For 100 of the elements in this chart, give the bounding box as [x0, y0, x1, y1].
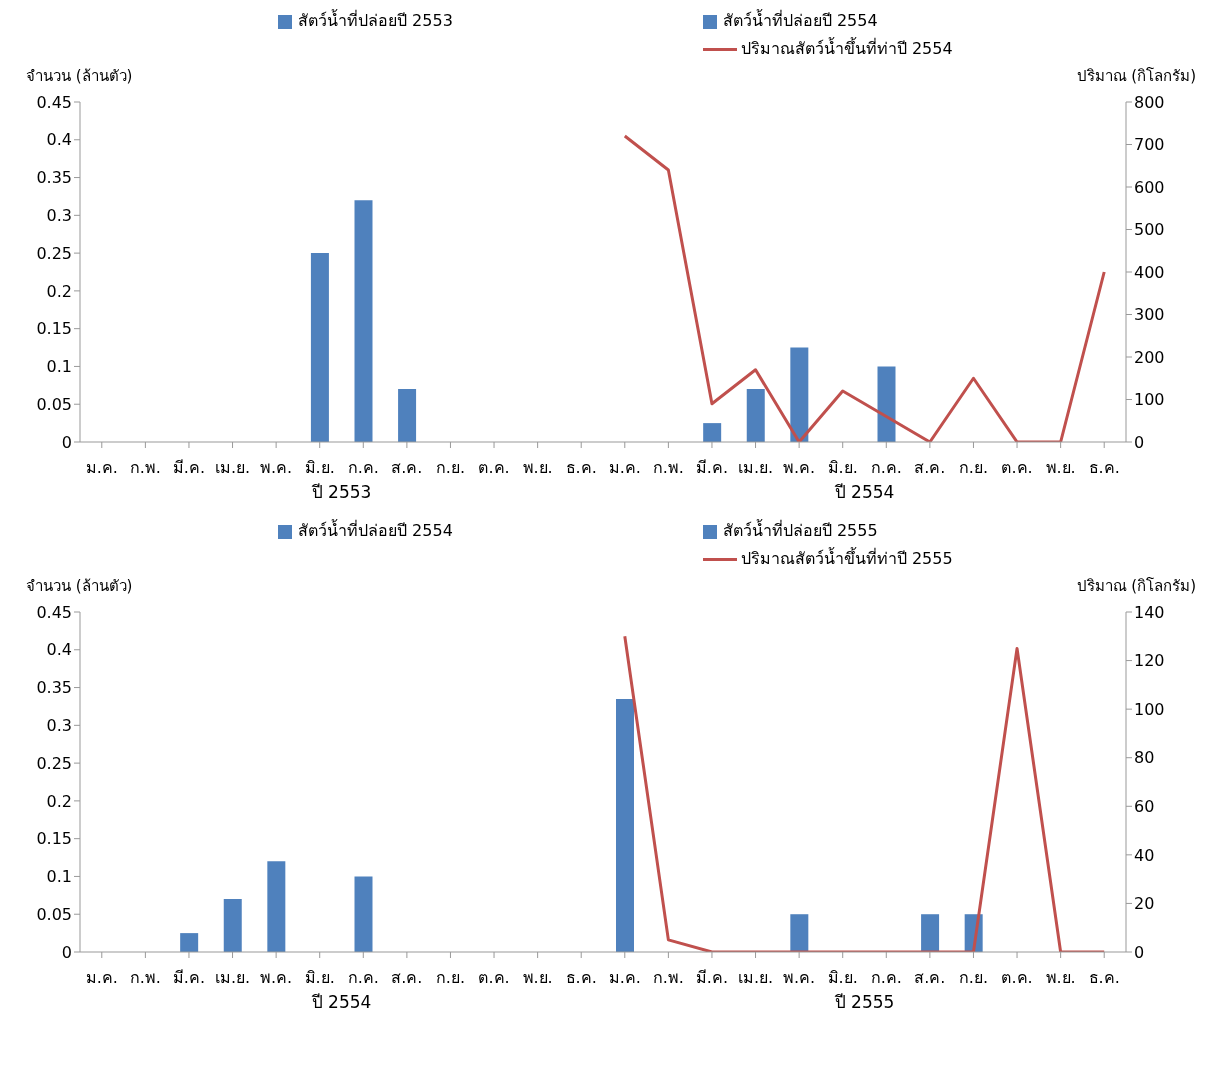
bar: [398, 389, 417, 442]
x-tick-label: พ.ค.: [260, 458, 293, 478]
x-tick-label: ส.ค.: [914, 458, 946, 478]
y-tick-label: 0.35: [36, 678, 72, 698]
x-tick-label: มิ.ย.: [827, 968, 858, 988]
y-tick-label: 0.4: [46, 130, 72, 150]
y2-tick-label: 80: [1134, 748, 1155, 768]
y2-tick-label: 40: [1134, 845, 1155, 865]
y-tick-label: 0.4: [46, 640, 72, 660]
legend-label: สัตว์น้ำที่ปล่อยปี 2555: [722, 521, 878, 540]
x-tick-label: เม.ย.: [214, 968, 251, 988]
y2-tick-label: 100: [1134, 699, 1165, 719]
y-axis-title: จำนวน (ล้านตัว): [26, 66, 133, 87]
x-tick-label: ส.ค.: [914, 968, 946, 988]
x-tick-label: ม.ค.: [608, 458, 641, 478]
x-tick-label: พ.ค.: [783, 458, 816, 478]
line-series: [623, 134, 1106, 442]
y2-tick-label: 700: [1134, 135, 1165, 155]
y-tick-label: 0.25: [36, 753, 72, 773]
y2-tick-label: 200: [1134, 347, 1165, 367]
y-axis-title: จำนวน (ล้านตัว): [26, 576, 133, 597]
bar: [180, 933, 199, 952]
bar: [354, 200, 373, 442]
y2-tick-label: 400: [1134, 262, 1165, 282]
x-tick-label: ส.ค.: [391, 968, 423, 988]
bar: [921, 914, 940, 952]
x-tick-label: ม.ค.: [608, 968, 641, 988]
bar: [616, 698, 634, 952]
x-tick-label: ต.ค.: [1001, 458, 1033, 478]
y2-axis-title: ปริมาณ (กิโลกรัม): [1076, 66, 1196, 87]
y2-tick-label: 300: [1134, 305, 1165, 325]
text: ปี 2555: [833, 991, 896, 1014]
y2-tick-label: 600: [1134, 177, 1165, 197]
x-tick-label: มี.ค.: [172, 458, 206, 478]
x-tick-label: ก.ย.: [958, 968, 989, 988]
x-tick-label: พ.ย.: [1045, 458, 1076, 478]
bar: [790, 914, 809, 952]
y-tick-label: 0.2: [46, 791, 72, 811]
x-tick-label: มิ.ย.: [304, 968, 335, 988]
x-tick-label: มิ.ย.: [827, 458, 858, 478]
y-tick-label: 0.1: [46, 357, 72, 377]
y-tick-label: 0.45: [36, 602, 72, 622]
y2-tick-label: 140: [1134, 602, 1165, 622]
x-tick-label: ก.พ.: [652, 458, 684, 478]
legend-label: สัตว์น้ำที่ปล่อยปี 2554: [298, 521, 453, 540]
x-tick-label: ก.พ.: [129, 458, 161, 478]
y-tick-label: 0.25: [36, 243, 72, 263]
legend-label: สัตว์น้ำที่ปล่อยปี 2553: [298, 11, 453, 30]
x-tick-label: เม.ย.: [214, 458, 251, 478]
y-tick-label: 0.45: [36, 92, 72, 112]
x-tick-label: ธ.ค.: [1088, 458, 1120, 478]
x-tick-label: ต.ค.: [478, 458, 510, 478]
x-tick-label: ก.พ.: [652, 968, 684, 988]
bar: [354, 876, 373, 952]
y2-tick-label: 500: [1134, 220, 1165, 240]
y-tick-label: 0.3: [46, 206, 72, 226]
y2-tick-label: 100: [1134, 390, 1165, 410]
x-tick-label: พ.ค.: [783, 968, 816, 988]
x-tick-label: ก.ค.: [347, 968, 379, 988]
x-tick-label: มี.ค.: [695, 458, 729, 478]
y-tick-label: 0: [61, 942, 72, 962]
y-tick-label: 0.05: [36, 394, 72, 414]
x-tick-label: มี.ค.: [695, 968, 729, 988]
bar: [790, 347, 809, 442]
y-tick-label: 0.15: [36, 319, 72, 339]
y2-tick-label: 0: [1134, 942, 1145, 962]
x-tick-label: ก.ย.: [958, 458, 989, 478]
y2-tick-label: 120: [1134, 651, 1165, 671]
y-tick-label: 0.05: [36, 904, 72, 924]
bar: [877, 366, 896, 442]
x-tick-label: ก.ค.: [870, 968, 902, 988]
bar: [310, 253, 329, 442]
x-tick-label: มี.ค.: [172, 968, 206, 988]
y-tick-label: 0.15: [36, 829, 72, 849]
y2-tick-label: 60: [1134, 796, 1155, 816]
x-tick-label: ธ.ค.: [1088, 968, 1120, 988]
text: ปี 2554: [833, 481, 896, 504]
x-tick-label: ก.ค.: [870, 458, 902, 478]
x-tick-label: ต.ค.: [478, 968, 510, 988]
y-tick-label: 0: [61, 432, 72, 452]
bar: [746, 389, 765, 442]
x-tick-label: ม.ค.: [85, 458, 118, 478]
x-tick-label: พ.ย.: [1045, 968, 1076, 988]
bar: [267, 861, 286, 952]
text: ปี 2554: [310, 991, 373, 1014]
x-tick-label: เม.ย.: [737, 458, 774, 478]
text: ปี 2553: [310, 481, 373, 504]
x-tick-label: ธ.ค.: [565, 968, 597, 988]
x-tick-label: เม.ย.: [737, 968, 774, 988]
x-tick-label: ธ.ค.: [565, 458, 597, 478]
y2-tick-label: 20: [1134, 894, 1155, 914]
legend-label: ปริมาณสัตว์น้ำขึ้นที่ท่าปี 2555: [740, 549, 953, 568]
x-tick-label: มิ.ย.: [304, 458, 335, 478]
y-tick-label: 0.35: [36, 168, 72, 188]
legend-label: ปริมาณสัตว์น้ำขึ้นที่ท่าปี 2554: [740, 39, 953, 58]
y-tick-label: 0.3: [46, 716, 72, 736]
y2-axis-title: ปริมาณ (กิโลกรัม): [1076, 576, 1196, 597]
x-tick-label: ส.ค.: [391, 458, 423, 478]
x-tick-label: ต.ค.: [1001, 968, 1033, 988]
x-tick-label: ก.ย.: [435, 968, 466, 988]
